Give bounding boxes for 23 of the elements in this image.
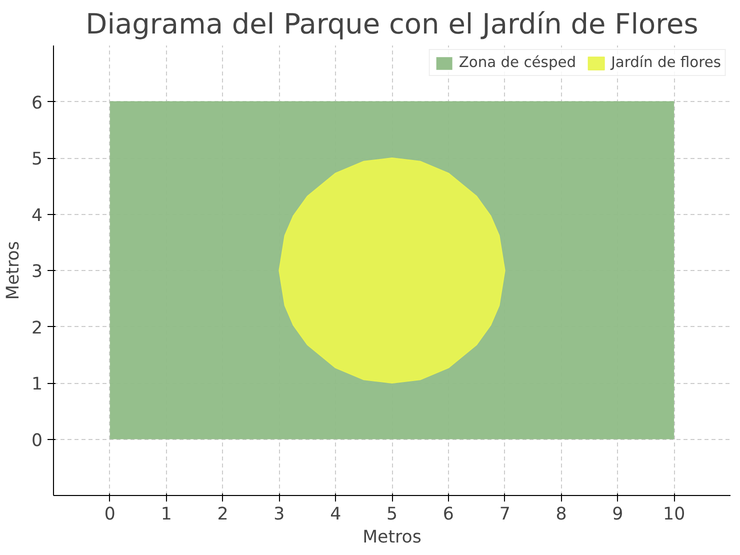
y-tick-label: 5	[31, 150, 43, 170]
x-tick-label: 2	[217, 504, 228, 524]
x-axis-title: Metros	[362, 528, 422, 548]
x-tick-label: 8	[556, 504, 567, 524]
y-tick-label: 6	[31, 93, 43, 114]
y-tick-label: 2	[31, 318, 43, 338]
y-tick-label: 4	[31, 206, 43, 226]
y-axis-title: Metros	[3, 241, 24, 300]
x-tick-label: 3	[274, 504, 285, 524]
x-tick-label: 9	[612, 504, 624, 524]
x-tick-label: 7	[499, 504, 510, 524]
x-tick-label: 1	[160, 504, 172, 524]
x-tick-label: 5	[386, 504, 398, 524]
y-tick-label: 0	[31, 430, 43, 451]
x-tick-label: 0	[104, 504, 116, 524]
chart-title: Diagrama del Parque con el Jardín de Flores	[86, 8, 698, 40]
x-tick-label: 10	[663, 504, 686, 524]
x-tick-label: 6	[442, 504, 454, 524]
legend-label: Zona de césped	[458, 54, 576, 71]
y-tick-label: 3	[31, 262, 43, 282]
x-tick-label: 4	[330, 504, 342, 524]
legend-label: Jardín de flores	[611, 54, 721, 71]
y-tick-label: 1	[31, 374, 43, 394]
